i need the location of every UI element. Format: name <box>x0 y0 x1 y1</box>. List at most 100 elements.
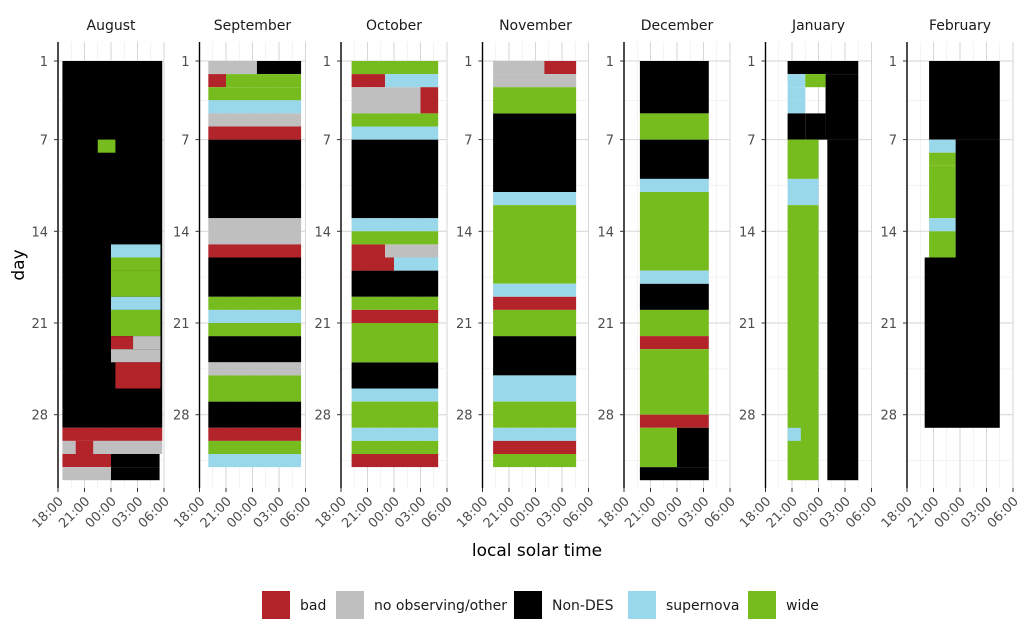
tile-wide <box>97 139 116 153</box>
tile-non-des <box>929 61 1000 140</box>
tile-wide <box>111 309 161 323</box>
legend: bad no observing/other Non-DES supernova wid… <box>262 591 819 619</box>
tile-supernova <box>929 139 956 153</box>
tile-bad <box>351 454 439 468</box>
tile-supernova <box>493 427 577 441</box>
tile-wide <box>351 401 439 428</box>
tile-non-des <box>924 257 1000 428</box>
tile-supernova <box>787 87 806 101</box>
y-tick-label: 21 <box>597 317 614 332</box>
tile-non-des <box>208 401 302 428</box>
y-tick-label: 7 <box>181 134 189 149</box>
y-tick-label: 7 <box>323 134 331 149</box>
tile-supernova <box>787 100 806 114</box>
tile-supernova <box>208 100 302 114</box>
y-tick-label: 21 <box>739 317 756 332</box>
legend-swatch <box>336 591 364 619</box>
tile-black <box>805 113 826 140</box>
panel-title: December <box>641 18 714 34</box>
legend-item-non-des: Non-DES <box>514 591 614 619</box>
y-tick-label: 28 <box>314 409 331 424</box>
tile-wide <box>929 192 956 219</box>
y-tick-label: 14 <box>456 225 473 240</box>
legend-label: bad <box>300 598 326 614</box>
tile-wide <box>111 270 161 297</box>
tile-wide <box>208 87 302 101</box>
y-tick-label: 14 <box>880 225 897 240</box>
tile-non-des <box>639 467 709 481</box>
tile-wide <box>639 126 709 140</box>
tile-bad <box>62 427 163 441</box>
tile-black <box>111 454 160 468</box>
tile-bad <box>208 126 302 140</box>
panel-title: February <box>929 18 991 34</box>
panel-november: November1714212818:0021:0000:0003:0006:0… <box>454 18 597 531</box>
tile-non-des <box>351 362 439 389</box>
tile-black <box>787 113 806 140</box>
tile-wide <box>208 296 302 310</box>
tile-wide <box>351 296 439 310</box>
tile-non-des <box>639 283 709 310</box>
tile-wide <box>929 152 956 166</box>
tile-bad <box>115 362 161 389</box>
y-tick-label: 1 <box>747 55 755 70</box>
tile-wide <box>493 401 577 428</box>
y-tick-label: 1 <box>181 55 189 70</box>
panel-title: October <box>366 18 422 34</box>
tile-wide <box>351 113 439 127</box>
tile-non-des <box>351 270 439 297</box>
y-tick-label: 28 <box>456 409 473 424</box>
tile-non-des <box>208 336 302 363</box>
tile-supernova <box>493 375 577 389</box>
legend-label: no observing/other <box>374 598 507 614</box>
tile-bad <box>493 440 577 454</box>
panels: August1714212818:0021:0000:0003:0006:00S… <box>30 18 1022 531</box>
y-tick-label: 1 <box>606 55 614 70</box>
tile-wide <box>929 165 956 192</box>
tile-wide <box>787 454 819 481</box>
y-tick-label: 28 <box>173 409 190 424</box>
tile-bad <box>111 336 134 350</box>
x-tick-label: 06:00 <box>136 494 173 531</box>
tile-wide <box>493 205 577 284</box>
tile-supernova <box>351 427 439 441</box>
legend-label: supernova <box>666 598 739 614</box>
y-tick-label: 14 <box>31 225 48 240</box>
tile-bad <box>208 244 302 258</box>
legend-item-wide: wide <box>748 591 819 619</box>
y-tick-label: 21 <box>456 317 473 332</box>
tile-bad <box>208 74 226 88</box>
y-tick-label: 7 <box>606 134 614 149</box>
tile-supernova <box>493 192 577 206</box>
tile-no-observing-other <box>62 467 111 481</box>
tile-non-des <box>955 139 1000 258</box>
tile-wide <box>493 454 577 468</box>
tile-no-observing-other <box>133 336 161 350</box>
legend-label: wide <box>786 598 819 614</box>
y-tick-label: 7 <box>464 134 472 149</box>
panel-title: August <box>87 18 137 34</box>
tile-bad <box>351 257 394 271</box>
tile-wide <box>639 349 709 415</box>
tile-no-observing-other <box>493 61 545 75</box>
tile-bad <box>639 336 709 350</box>
tile-bad <box>62 454 111 468</box>
tile-supernova <box>111 244 161 258</box>
y-tick-label: 7 <box>889 134 897 149</box>
tile-bad <box>351 309 439 323</box>
tile-supernova <box>787 427 801 441</box>
y-tick-label: 21 <box>173 317 190 332</box>
tile-supernova <box>351 388 439 402</box>
y-tick-label: 7 <box>747 134 755 149</box>
x-axis-title: local solar time <box>472 541 602 561</box>
tile-no-observing-other <box>208 218 302 245</box>
legend-swatch <box>514 591 542 619</box>
tile-supernova <box>351 218 439 232</box>
y-tick-label: 28 <box>880 409 897 424</box>
y-tick-label: 28 <box>739 409 756 424</box>
tile-supernova <box>787 74 806 88</box>
tile-no-observing-other <box>351 87 421 114</box>
tile-supernova <box>639 270 709 284</box>
tile-wide <box>493 87 577 114</box>
